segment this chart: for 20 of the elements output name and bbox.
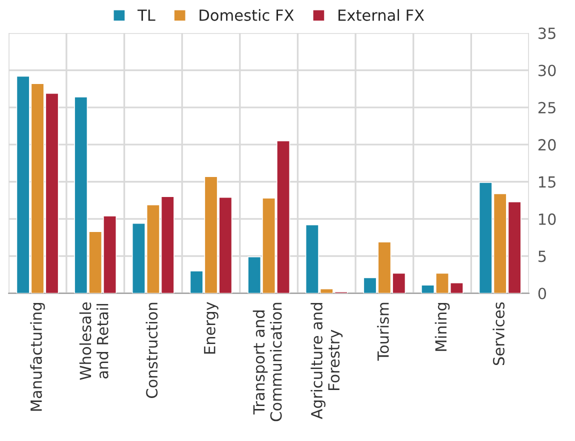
y-tick-label: 30	[538, 64, 556, 76]
x-tick-label: Wholesale and Retail	[79, 302, 108, 380]
legend-label: External FX	[338, 9, 424, 21]
legend-label: TL	[137, 10, 156, 21]
x-tick-label: Agriculture and Forestry	[310, 302, 343, 420]
y-tick-label: 0	[538, 288, 546, 300]
x-tick-label: Mining	[434, 302, 450, 351]
x-tick-label: Tourism	[377, 302, 389, 361]
legend-label: Domestic FX	[200, 9, 294, 21]
y-tick-label: 35	[538, 28, 556, 40]
x-tick-label: Energy	[204, 302, 218, 354]
x-tick-label: Construction	[146, 302, 158, 398]
y-tick-label: 15	[539, 176, 556, 188]
y-tick-label: 10	[539, 213, 556, 225]
y-tick-label: 20	[538, 139, 556, 151]
y-tick-label: 5	[538, 250, 546, 262]
x-tick-label: Transport and Communication	[252, 302, 282, 422]
x-tick-label: Services	[492, 302, 505, 366]
x-tick-label: Manufacturing	[30, 302, 45, 411]
y-tick-label: 25	[538, 102, 556, 114]
